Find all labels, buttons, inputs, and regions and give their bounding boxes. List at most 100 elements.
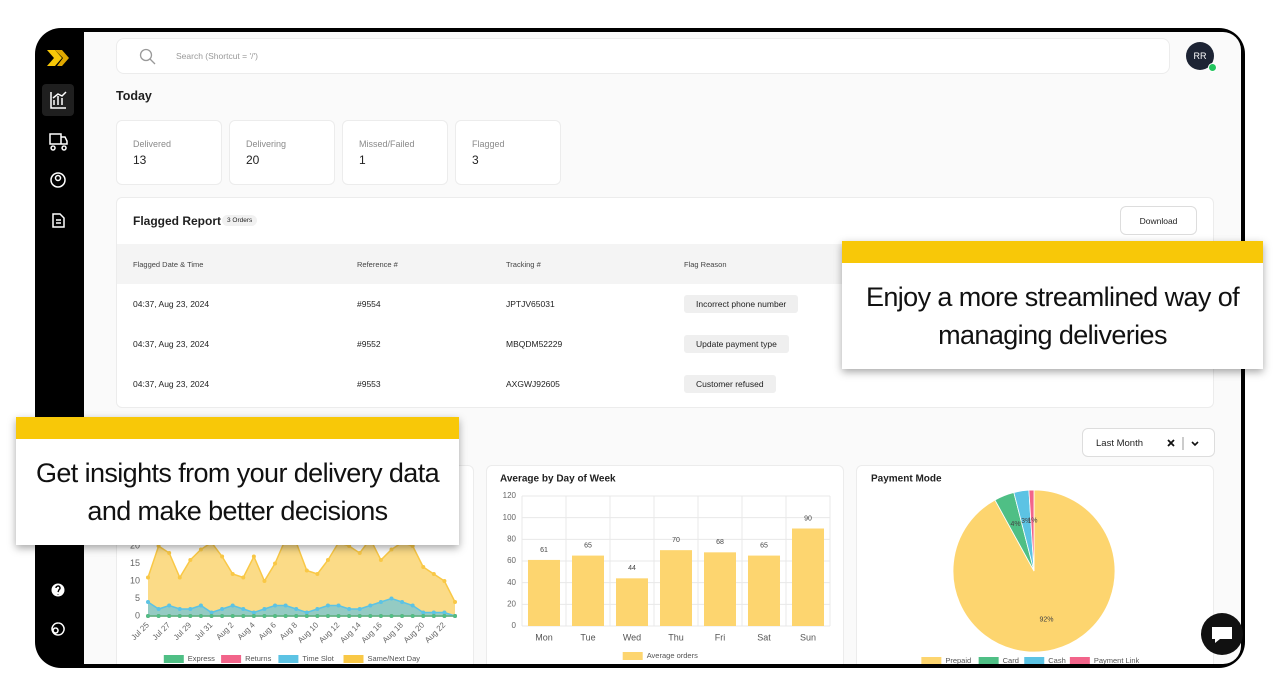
x-tick-label: Jul 31 — [193, 620, 215, 642]
bar — [528, 559, 560, 626]
chat-button[interactable] — [1199, 612, 1245, 658]
y-tick-label: 20 — [507, 599, 516, 608]
report-title: Flagged Report — [133, 214, 222, 228]
y-tick-label: 100 — [503, 513, 517, 522]
data-point — [294, 607, 299, 611]
data-point — [220, 614, 225, 618]
bar — [572, 555, 604, 626]
filter-controls — [1167, 437, 1199, 450]
data-point — [177, 575, 182, 580]
data-point — [453, 614, 457, 618]
data-point — [251, 614, 256, 618]
data-point — [325, 558, 330, 562]
data-point — [188, 558, 193, 562]
data-point — [315, 572, 320, 576]
data-point — [146, 575, 150, 580]
bar — [792, 528, 824, 626]
avatar[interactable]: RR — [1186, 42, 1214, 70]
data-point — [167, 603, 172, 608]
data-point — [453, 600, 457, 604]
data-point — [410, 544, 415, 548]
data-point — [325, 614, 330, 618]
stat-value: 3 — [472, 153, 479, 167]
legend-label: Average orders — [647, 651, 698, 660]
stat-value: 1 — [359, 153, 366, 167]
data-point — [442, 610, 447, 615]
data-point — [188, 614, 193, 618]
data-point — [389, 596, 394, 601]
data-point — [241, 614, 246, 618]
data-point — [241, 607, 246, 611]
legend-label: Prepaid — [945, 656, 971, 664]
x-tick-label: Sun — [800, 632, 816, 642]
flag-reason-tag: Update payment type — [684, 335, 789, 353]
x-tick-label: Aug 12 — [317, 620, 342, 645]
legend-label: Same/Next Day — [368, 654, 421, 663]
data-label: 44 — [628, 565, 636, 572]
data-point — [357, 551, 362, 555]
data-label: 1% — [1027, 518, 1037, 525]
data-label: 61 — [540, 547, 548, 554]
legend-swatch — [343, 655, 364, 663]
x-tick-label: Wed — [623, 632, 641, 642]
data-point — [177, 614, 182, 618]
legend-label: Card — [1003, 656, 1019, 664]
callout-strip — [842, 241, 1263, 263]
data-point — [262, 607, 267, 611]
data-point — [294, 614, 299, 618]
user-icon[interactable] — [50, 172, 66, 188]
analytics-icon[interactable] — [50, 91, 67, 109]
y-tick-label: 0 — [512, 621, 517, 630]
x-tick-label: Tue — [580, 632, 595, 642]
stat-card: Missed/Failed 1 — [342, 120, 448, 185]
data-point — [230, 603, 235, 608]
legend-swatch — [221, 655, 242, 663]
stat-card: Flagged 3 — [455, 120, 561, 185]
x-tick-label: Fri — [715, 632, 726, 642]
y-tick-label: 40 — [507, 578, 516, 587]
sidebar — [42, 50, 74, 636]
stat-value: 13 — [133, 153, 147, 167]
data-point — [431, 572, 436, 576]
legend-swatch — [978, 657, 999, 664]
delivery-icon[interactable] — [49, 133, 68, 151]
table-cell: 04:37, Aug 23, 2024 — [133, 299, 210, 309]
logo — [47, 50, 69, 66]
content: Search (Shortcut = '/') RR Today Deliver… — [84, 32, 1241, 664]
data-point — [357, 614, 362, 618]
x-tick-label: Aug 10 — [296, 620, 321, 645]
flag-reason-tag: Incorrect phone number — [684, 295, 799, 313]
data-point — [230, 572, 235, 576]
stat-value: 20 — [246, 153, 260, 167]
x-tick-label: Aug 14 — [338, 620, 363, 645]
data-point — [410, 603, 415, 608]
settings-icon[interactable] — [51, 622, 65, 636]
stat-label: Delivering — [246, 139, 287, 149]
x-tick-label: Aug 4 — [236, 620, 258, 642]
x-tick-label: Jul 27 — [151, 620, 173, 642]
table-cell: MBQDM52229 — [506, 339, 563, 349]
data-point — [262, 579, 267, 583]
data-point — [325, 603, 330, 608]
legend-swatch — [1024, 657, 1045, 664]
y-tick-label: 5 — [135, 593, 140, 603]
help-icon[interactable] — [51, 583, 65, 597]
download-button[interactable]: Download — [1120, 206, 1197, 235]
data-point — [421, 614, 426, 618]
data-point — [220, 607, 225, 611]
document-icon[interactable] — [52, 213, 65, 228]
data-point — [347, 614, 352, 618]
x-tick-label: Aug 16 — [360, 620, 385, 645]
y-tick-label: 60 — [507, 556, 516, 565]
data-point — [251, 610, 256, 615]
data-label: 4% — [1010, 521, 1020, 528]
data-point — [156, 614, 161, 618]
data-label: 90 — [804, 515, 812, 522]
date-filter[interactable]: Last Month — [1082, 428, 1215, 457]
y-tick-label: 120 — [503, 491, 517, 500]
search-bar[interactable]: Search (Shortcut = '/') — [116, 38, 1170, 74]
callout-text: Get insights from your delivery data and… — [35, 458, 440, 526]
data-point — [146, 614, 150, 618]
table-cell: #9553 — [357, 379, 381, 389]
